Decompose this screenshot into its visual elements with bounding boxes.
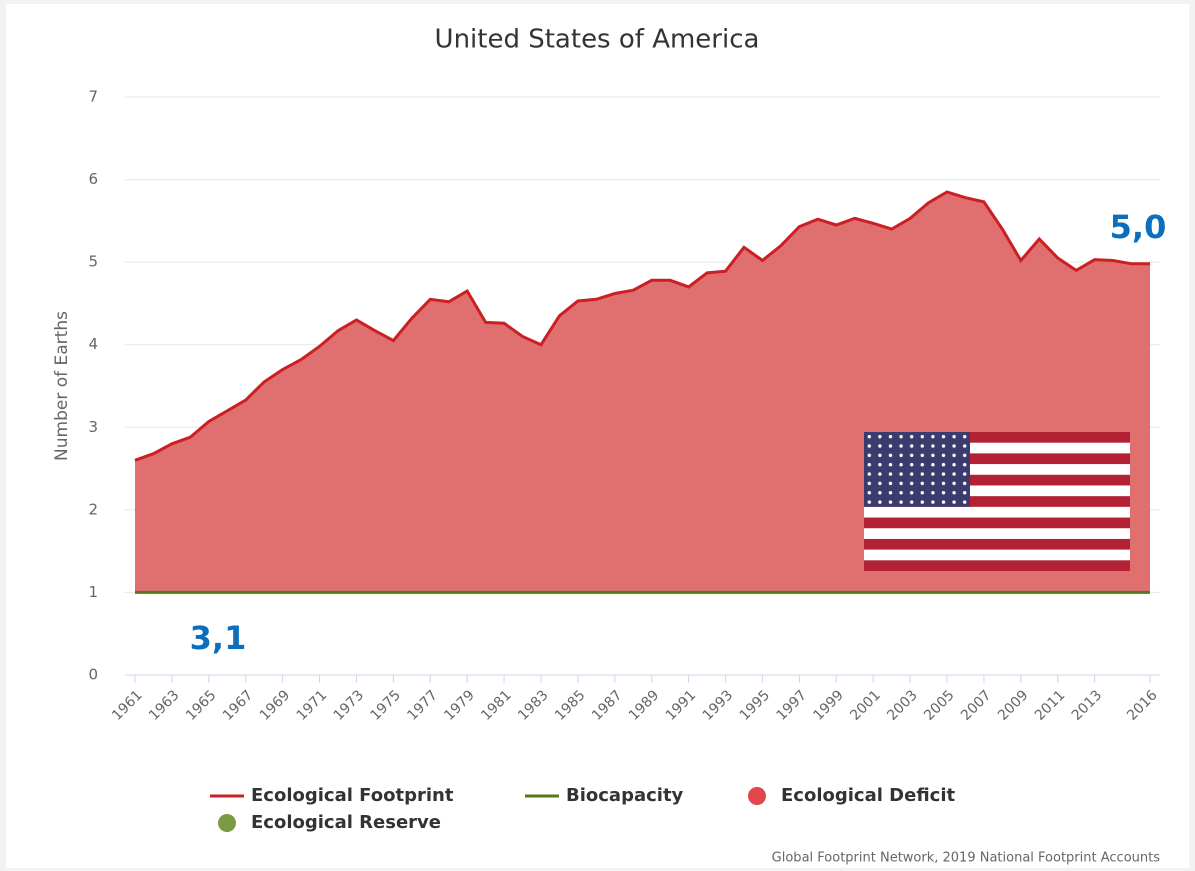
- y-tick-label: 1: [88, 583, 98, 601]
- flag: [864, 432, 1130, 571]
- annotation: 3,1: [190, 619, 247, 657]
- y-tick-label: 0: [88, 666, 98, 684]
- y-axis-label: Number of Earths: [52, 311, 72, 461]
- legend-label: Ecological Footprint: [251, 785, 454, 806]
- legend-label: Ecological Deficit: [781, 785, 956, 806]
- y-tick-label: 4: [88, 335, 98, 353]
- y-tick-label: 7: [88, 88, 98, 106]
- legend-swatch: [218, 814, 236, 832]
- y-tick-label: 6: [88, 170, 98, 188]
- flag-stripe: [864, 474, 1130, 486]
- flag-stars: [864, 432, 970, 507]
- flag-stripes: [864, 432, 1130, 571]
- flag-stripe: [864, 432, 1130, 443]
- flag-stripe: [864, 496, 1130, 507]
- credit: Global Footprint Network, 2019 National …: [772, 851, 1161, 866]
- series-line: [134, 190, 1150, 462]
- legend-label: Ecological Reserve: [251, 812, 441, 833]
- chart-title: United States of America: [435, 25, 760, 55]
- legend-label: Biocapacity: [566, 785, 684, 806]
- flag-stripe: [864, 538, 1130, 550]
- flag-stripe: [864, 517, 1130, 529]
- legend: Ecological Footprint Biocapacity Ecologica…: [210, 785, 956, 833]
- flag-stripe: [864, 560, 1130, 571]
- y-tick-label: 3: [88, 418, 98, 436]
- y-tick-label: 5: [88, 253, 98, 271]
- y-tick-label: 2: [88, 500, 98, 518]
- flag-stripe: [864, 453, 1130, 465]
- legend-swatch: [748, 787, 766, 805]
- annotation: 5,0: [1110, 208, 1167, 246]
